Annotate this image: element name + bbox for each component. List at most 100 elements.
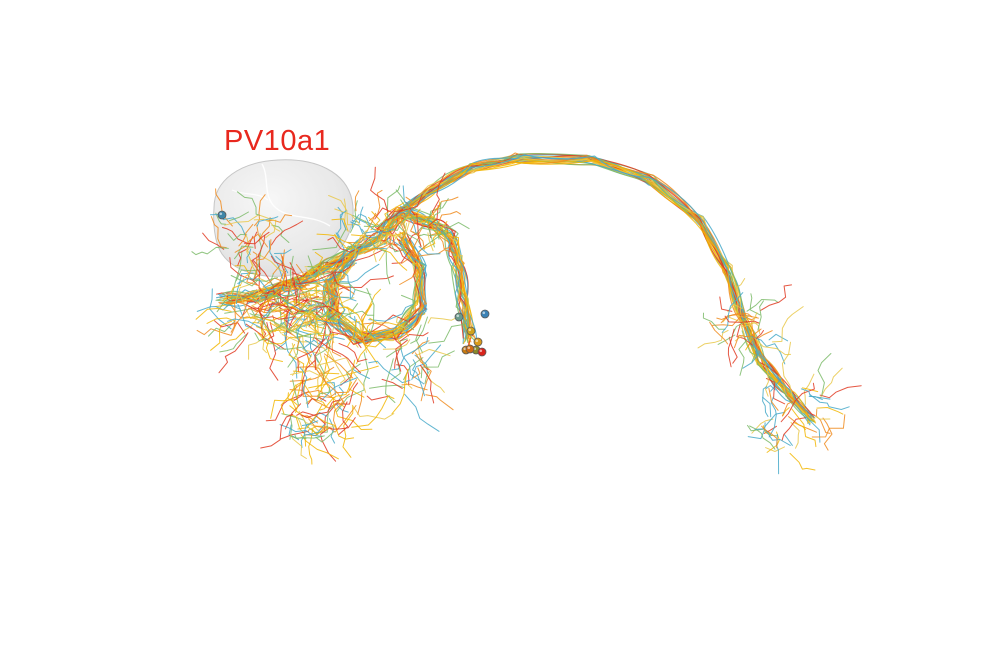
neurite-twig bbox=[343, 326, 402, 345]
neurite-twig bbox=[431, 172, 446, 213]
neurite-twig bbox=[328, 195, 359, 226]
neurite-twig bbox=[751, 418, 774, 434]
neurite-twig bbox=[761, 425, 778, 449]
neurite-twig bbox=[732, 315, 750, 335]
neurite-twig bbox=[412, 367, 421, 379]
neurite-twig bbox=[316, 386, 331, 401]
neurite-twig bbox=[260, 413, 294, 449]
neurite-twig bbox=[360, 213, 371, 226]
neurite-twig bbox=[790, 422, 800, 449]
neurite-twig bbox=[308, 289, 326, 324]
soma-red bbox=[477, 347, 487, 357]
neurite-twig bbox=[712, 315, 757, 327]
neurite-twig bbox=[280, 384, 297, 415]
neurite-twig bbox=[338, 401, 349, 435]
neurite-twig bbox=[290, 434, 307, 459]
neurite-twig bbox=[404, 215, 410, 239]
neurite-twig bbox=[307, 240, 359, 268]
neurite-twig bbox=[754, 337, 792, 356]
neurite-twig bbox=[333, 282, 372, 295]
neurite-twig bbox=[253, 218, 281, 232]
neurite-twig bbox=[311, 428, 329, 435]
neurite-twig bbox=[219, 333, 248, 353]
neurite-twig bbox=[396, 316, 406, 329]
neurite-twig bbox=[392, 331, 402, 369]
neurite-twig bbox=[361, 322, 391, 329]
neurite-twig bbox=[291, 271, 307, 277]
neurite-twig bbox=[246, 266, 267, 297]
neurite-twig bbox=[719, 296, 733, 312]
neurite-twig bbox=[257, 332, 312, 345]
neurite-twig bbox=[247, 305, 296, 320]
neurite-fiber bbox=[300, 205, 408, 284]
neurite-twig bbox=[287, 392, 299, 413]
neurite-twig bbox=[354, 230, 367, 265]
neurite-twig bbox=[254, 194, 266, 227]
neurite-twig bbox=[809, 394, 850, 410]
neurite-twig bbox=[364, 242, 404, 254]
neurite-twig bbox=[251, 315, 267, 354]
neurite-twig bbox=[230, 251, 243, 303]
neurite-twig bbox=[315, 431, 335, 443]
neurite-twig bbox=[288, 279, 320, 291]
neurite-twig bbox=[305, 398, 327, 408]
neurite-twig bbox=[327, 236, 362, 253]
neurite-twig bbox=[749, 425, 776, 450]
neurite-twig bbox=[210, 216, 227, 249]
neurite-twig bbox=[260, 281, 281, 313]
neurite-twig bbox=[251, 299, 263, 307]
neurite-twig bbox=[418, 245, 441, 255]
neurite-twig bbox=[427, 316, 458, 324]
soma-left-blue bbox=[217, 210, 227, 220]
neurite-twig bbox=[384, 217, 427, 231]
neurite-twig bbox=[422, 227, 440, 240]
neurite-twig bbox=[750, 336, 786, 365]
neurite-twig bbox=[404, 393, 440, 432]
neurite-twig bbox=[747, 322, 755, 348]
neurite-twig bbox=[243, 232, 251, 255]
neurite-twig bbox=[305, 310, 340, 319]
neurite-twig bbox=[280, 311, 300, 321]
neurite-twig bbox=[303, 424, 325, 436]
neurite-twig bbox=[305, 379, 357, 398]
neurite-twig bbox=[299, 367, 309, 408]
neurite-twig bbox=[284, 311, 298, 379]
neurite-twig bbox=[391, 250, 410, 264]
neurite-twig bbox=[424, 370, 430, 384]
neurite-twig bbox=[742, 344, 760, 369]
neurite-twig bbox=[234, 265, 258, 275]
neurite-twig bbox=[814, 415, 831, 420]
neurite-twig bbox=[401, 383, 428, 391]
neurite-twig bbox=[784, 434, 793, 446]
neurite-twig bbox=[320, 333, 334, 395]
neurite-twig bbox=[764, 365, 769, 397]
neurite-twig bbox=[237, 294, 262, 307]
neurite-twig bbox=[229, 257, 258, 286]
neurite-twig bbox=[368, 303, 415, 322]
neurite-twig bbox=[252, 321, 264, 341]
neurite-twig bbox=[780, 382, 815, 423]
neurite-twig bbox=[762, 425, 772, 436]
neurite-twig bbox=[288, 343, 313, 397]
neurite-twig bbox=[296, 264, 311, 284]
neurite-twig bbox=[429, 232, 453, 250]
neurite-twig bbox=[297, 338, 326, 372]
soma-highlight bbox=[456, 314, 460, 318]
neurite-twig bbox=[376, 247, 391, 285]
soma-highlight bbox=[482, 311, 486, 315]
neurite-twig bbox=[317, 357, 367, 393]
neurite-twig bbox=[274, 312, 305, 352]
soma-highlight bbox=[479, 349, 483, 353]
neurite-twig bbox=[765, 378, 786, 405]
neurite-twig bbox=[270, 255, 287, 287]
neurite-twig bbox=[400, 348, 425, 385]
neurite-twig bbox=[236, 191, 261, 216]
neurite-twig bbox=[332, 396, 373, 430]
neurite-twig bbox=[386, 338, 408, 358]
neurite-twig bbox=[196, 304, 241, 312]
neurite-twig bbox=[387, 185, 401, 222]
neurite-twig bbox=[277, 321, 329, 334]
neurite-twig bbox=[270, 220, 304, 246]
neurite-twig bbox=[357, 248, 369, 254]
